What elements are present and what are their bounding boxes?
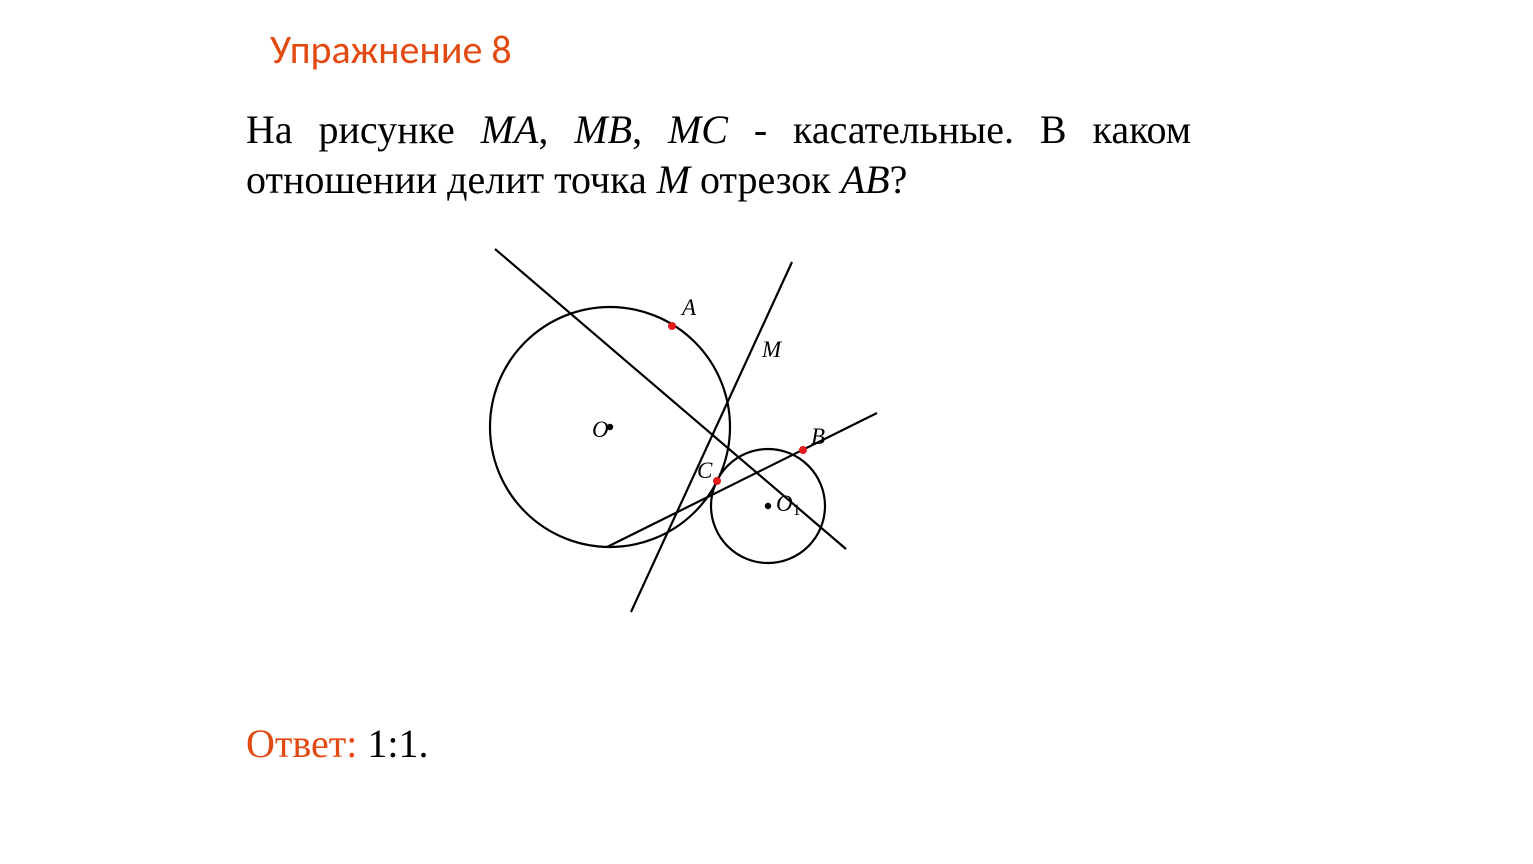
svg-text:O: O — [592, 417, 609, 442]
svg-text:O1: O1 — [776, 491, 801, 519]
answer-line: Ответ: 1:1. — [246, 720, 429, 767]
exercise-title: Упражнение 8 — [270, 25, 512, 74]
problem-mc: MC — [668, 107, 728, 152]
tangent-diagram: O O1 A M B C — [440, 237, 920, 617]
problem-q: ? — [890, 157, 908, 202]
problem-seg-3: отрезок — [690, 157, 841, 202]
problem-c1: , — [538, 107, 574, 152]
problem-mb: MB — [574, 107, 632, 152]
problem-m: M — [657, 157, 690, 202]
problem-ab: AB — [841, 157, 890, 202]
svg-text:B: B — [811, 424, 825, 449]
svg-text:M: M — [761, 337, 783, 362]
answer-label: Ответ: — [246, 721, 367, 766]
svg-text:C: C — [697, 458, 713, 483]
problem-seg-1: На рисунке — [246, 107, 481, 152]
problem-ma: MA — [481, 107, 539, 152]
problem-text: На рисунке MA, MB, MC - касательные. В к… — [246, 105, 1191, 205]
problem-c2: , — [632, 107, 668, 152]
svg-text:A: A — [680, 295, 697, 320]
answer-value: 1:1. — [367, 721, 428, 766]
slide-root: Упражнение 8 На рисунке MA, MB, MC - кас… — [0, 0, 1533, 864]
